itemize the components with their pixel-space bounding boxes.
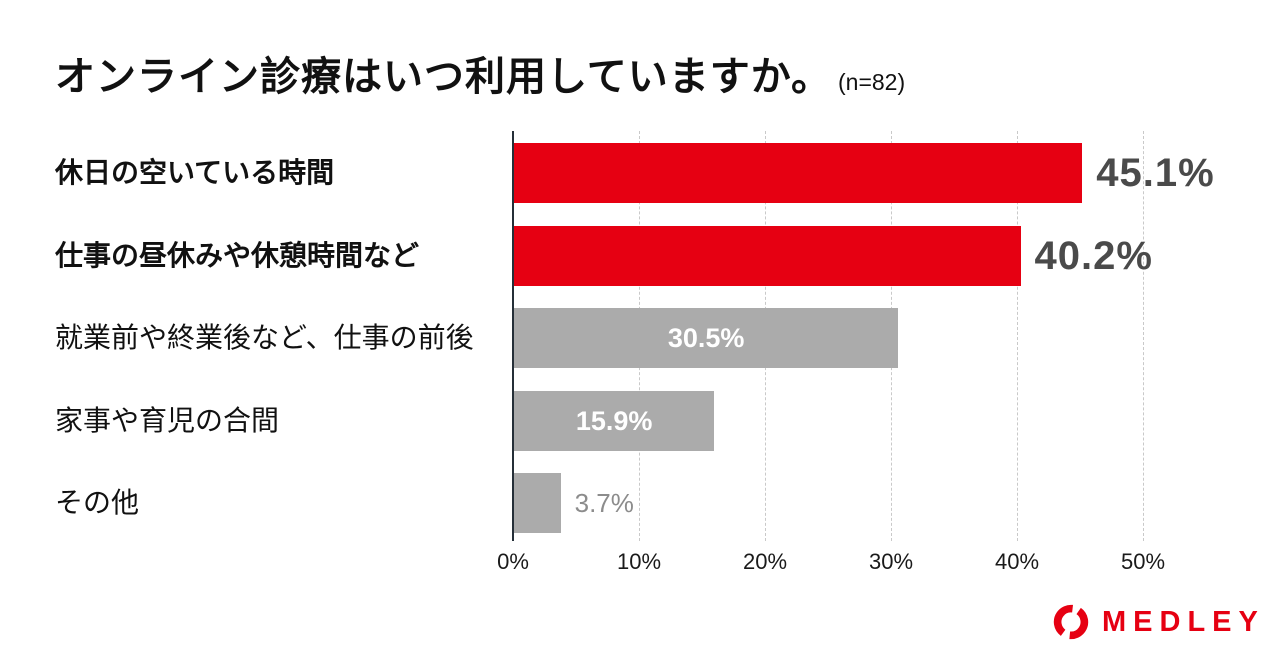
gridline [1017, 131, 1018, 541]
sample-size-label: (n=82) [838, 69, 906, 95]
x-tick-label: 10% [616, 549, 662, 574]
bar: 15.9% [514, 390, 715, 451]
gridline [1143, 131, 1144, 541]
x-tick-label: 50% [1120, 549, 1166, 574]
bar [514, 225, 1021, 286]
chart-title: オンライン診療はいつ利用していますか。 [55, 55, 832, 99]
x-axis-zero-line [512, 131, 514, 541]
category-label: 就業前や終業後など、仕事の前後 [55, 322, 474, 353]
medley-logo: MEDLEY [1050, 601, 1265, 643]
bar: 30.5% [514, 308, 899, 368]
bar [514, 473, 561, 533]
value-label: 40.2% [1034, 233, 1153, 278]
value-label: 30.5% [667, 323, 745, 353]
category-label: 仕事の昼休みや休憩時間など [55, 239, 420, 271]
bar-chart-plot-area: 45.1% 40.2% 30.5% 15.9% 3.7% [512, 131, 1214, 541]
x-tick-label: 40% [994, 549, 1040, 574]
category-label: 家事や育児の合間 [55, 404, 280, 436]
chart-title-block: オンライン診療はいつ利用していますか。 (n=82) [55, 44, 905, 102]
medley-swirl-icon [1053, 604, 1089, 640]
bar [514, 143, 1083, 203]
x-tick-label: 20% [742, 549, 788, 574]
medley-logo-text: MEDLEY [1102, 606, 1265, 638]
category-label: その他 [55, 487, 140, 518]
value-label: 3.7% [574, 488, 634, 518]
category-label: 休日の空いている時間 [55, 157, 335, 188]
x-tick-label: 30% [868, 549, 914, 574]
value-label: 45.1% [1096, 151, 1215, 195]
value-label: 15.9% [575, 405, 653, 436]
x-tick-label: 0% [497, 549, 529, 574]
